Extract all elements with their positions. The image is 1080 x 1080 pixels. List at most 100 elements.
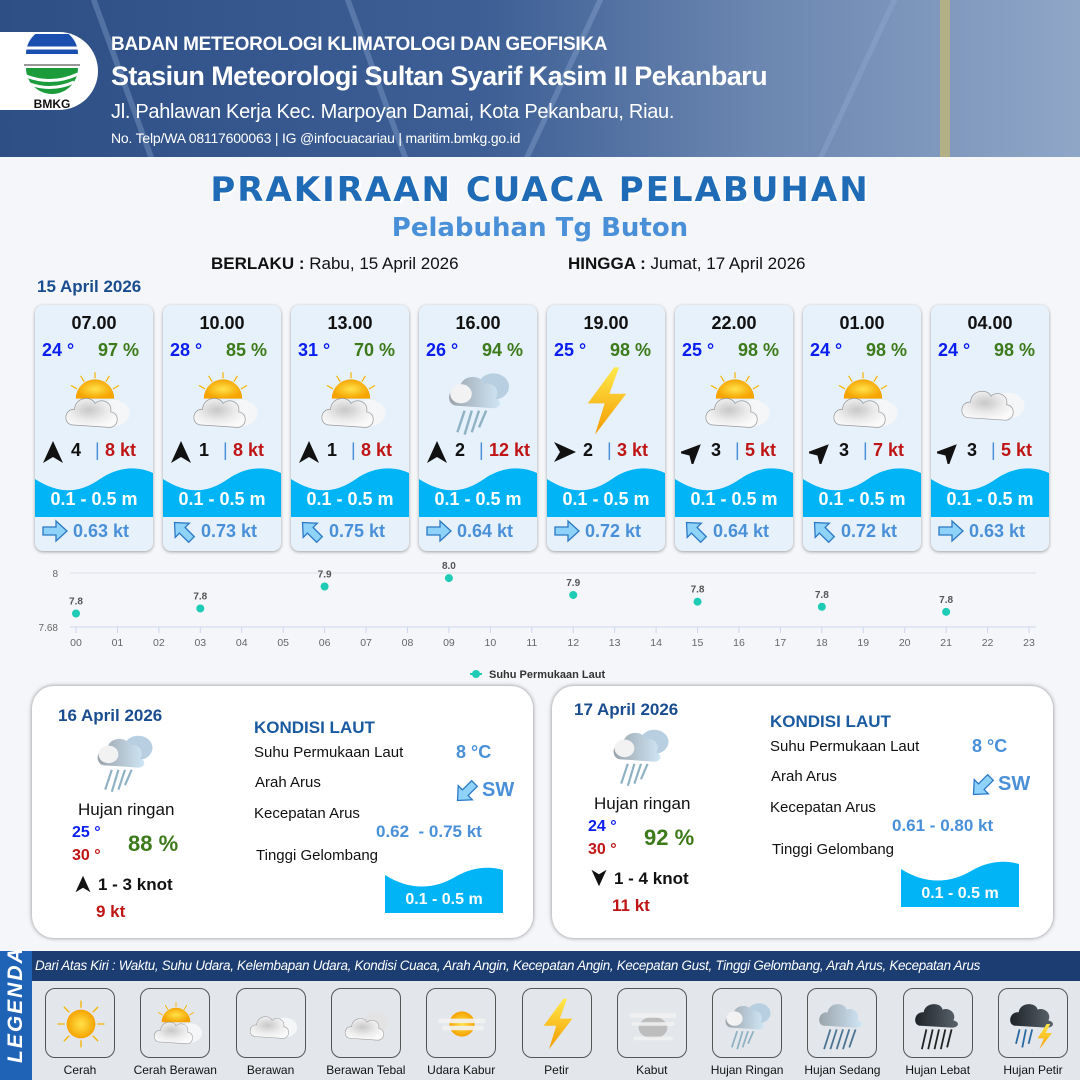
- forecast-card: 01.00 24 ° 98 % 3 | 7 kt 0.1 - 0.5 m 0.7…: [803, 305, 921, 551]
- card-time: 10.00: [199, 313, 245, 333]
- card-time: 01.00: [839, 313, 885, 333]
- legend-item-label: Udara Kabur: [427, 1063, 496, 1077]
- card-temperature: 25 °: [682, 340, 715, 360]
- forecast-card: 13.00 31 ° 70 % 1 | 8 kt 0.1 - 0.5 m 0.7…: [291, 305, 409, 551]
- header-banner: BMKG BADAN METEOROLOGI KLIMATOLOGI DAN G…: [0, 0, 1080, 157]
- data-point[interactable]: [569, 590, 578, 599]
- card-gust: 12 kt: [489, 440, 531, 460]
- x-tick-label: 04: [236, 637, 248, 649]
- daily-panel: 17 April 2026 Hujan ringan 24 ° 30 ° 92 …: [552, 686, 1053, 938]
- card-time: 16.00: [455, 313, 501, 333]
- data-label: 7.8: [939, 595, 953, 606]
- legend: LEGENDA Dari Atas Kiri : Waktu, Suhu Uda…: [0, 946, 1080, 1080]
- x-tick-label: 07: [360, 637, 372, 649]
- data-point[interactable]: [320, 582, 329, 591]
- data-point[interactable]: [444, 574, 453, 583]
- wave-icon: [803, 468, 921, 517]
- data-point[interactable]: [942, 607, 951, 616]
- legend-item-cerah: [45, 988, 115, 1058]
- card-temperature: 24 °: [938, 340, 971, 360]
- card-humidity: 98 %: [993, 340, 1035, 360]
- legend-description: Dari Atas Kiri : Waktu, Suhu Udara, Kele…: [35, 958, 980, 973]
- panel-wind: 1 - 3 knot: [98, 875, 173, 894]
- x-tick-label: 03: [194, 637, 206, 649]
- card-humidity: 98 %: [865, 340, 907, 360]
- legend-item-label: Hujan Ringan: [710, 1063, 784, 1077]
- x-tick-label: 10: [485, 637, 497, 649]
- card-current-speed: 0.73 kt: [201, 521, 258, 541]
- daily-panel: 16 April 2026 Hujan ringan 25 ° 30 ° 88 …: [32, 686, 533, 938]
- legend-label[interactable]: Suhu Permukaan Laut: [489, 669, 605, 681]
- page-title: PRAKIRAAN CUACA PELABUHAN: [210, 170, 870, 210]
- panel-condition: Hujan ringan: [78, 800, 175, 819]
- x-tick-label: 00: [70, 637, 82, 649]
- panel-temp-max: 30 °: [72, 847, 101, 864]
- separator: |: [479, 440, 484, 460]
- berawan-icon: [953, 365, 1029, 437]
- station-name: Stasiun Meteorologi Sultan Syarif Kasim …: [111, 61, 768, 91]
- legend-item-hujan-sedang: [807, 988, 878, 1058]
- data-point[interactable]: [72, 609, 80, 618]
- data-point[interactable]: [693, 597, 702, 606]
- card-wave-height: 0.1 - 0.5 m: [178, 489, 266, 509]
- card-wind-speed: 1: [199, 440, 210, 460]
- wave-height-label: Tinggi Gelombang: [772, 841, 895, 858]
- data-label: 7.9: [566, 578, 580, 589]
- panel-temp-min: 25 °: [72, 824, 101, 841]
- card-temperature: 25 °: [554, 340, 587, 360]
- legend-marker[interactable]: [472, 670, 480, 678]
- cerah-berawan-icon: [697, 365, 773, 437]
- card-temperature: 31 °: [298, 340, 331, 360]
- legend-item-hujan-petir: [998, 988, 1068, 1058]
- data-point[interactable]: [817, 602, 826, 611]
- hujan-ringan-icon: [721, 997, 775, 1051]
- legend-item-label: Berawan Tebal: [326, 1063, 406, 1077]
- hujan-ringan-icon: [92, 728, 158, 794]
- card-wind-speed: 2: [583, 440, 594, 460]
- current-direction-icon: [681, 519, 709, 543]
- current-direction-icon: [297, 519, 325, 543]
- wind-direction-icon: [937, 440, 961, 464]
- card-time: 07.00: [71, 313, 117, 333]
- wind-direction-icon: [590, 869, 608, 887]
- forecast-card: 04.00 24 ° 98 % 3 | 5 kt 0.1 - 0.5 m 0.6…: [931, 305, 1049, 551]
- y-tick-label: 8: [52, 569, 58, 580]
- data-label: 7.8: [691, 585, 705, 596]
- separator: |: [223, 440, 228, 460]
- x-tick-label: 23: [1023, 637, 1035, 649]
- data-point[interactable]: [196, 604, 205, 613]
- cerah-berawan-icon: [825, 365, 901, 437]
- cerah-berawan-icon: [149, 997, 203, 1051]
- card-wind-speed: 1: [327, 440, 338, 460]
- card-gust: 8 kt: [233, 440, 265, 460]
- valid-to: HINGGA : Jumat, 17 April 2026: [568, 254, 805, 274]
- card-current-speed: 0.64 kt: [713, 521, 770, 541]
- current-direction-value: SW: [998, 773, 1031, 795]
- hujan-ringan-icon: [608, 722, 674, 788]
- wind-direction-icon: [553, 440, 577, 464]
- x-tick-label: 08: [402, 637, 414, 649]
- legend-item-cerah-berawan: [140, 988, 211, 1058]
- separator: |: [991, 440, 996, 460]
- data-label: 7.8: [815, 590, 829, 601]
- udara-kabur-icon: [435, 997, 489, 1051]
- station-address: Jl. Pahlawan Kerja Kec. Marpoyan Damai, …: [111, 101, 675, 123]
- card-temperature: 24 °: [810, 340, 843, 360]
- y-tick-label: 7.68: [39, 623, 59, 634]
- current-direction-icon: [41, 519, 69, 543]
- wave-icon: [291, 468, 409, 517]
- berawan-tebal-icon: [340, 997, 394, 1051]
- sst-label: Suhu Permukaan Laut: [254, 744, 404, 761]
- valid-from-value: Rabu, 15 April 2026: [309, 254, 459, 273]
- card-gust: 8 kt: [361, 440, 393, 460]
- panel-temp-min: 24 °: [588, 818, 617, 835]
- card-current-speed: 0.63 kt: [73, 521, 130, 541]
- current-direction-icon: [937, 519, 965, 543]
- panel-gust: 9 kt: [96, 902, 126, 921]
- card-gust: 5 kt: [1001, 440, 1033, 460]
- wind-direction-icon: [41, 440, 65, 464]
- hujan-ringan-icon: [441, 365, 517, 437]
- forecast-card: 19.00 25 ° 98 % 2 | 3 kt 0.1 - 0.5 m 0.7…: [547, 305, 665, 551]
- sea-conditions-title: KONDISI LAUT: [770, 712, 891, 731]
- card-current-speed: 0.64 kt: [457, 521, 514, 541]
